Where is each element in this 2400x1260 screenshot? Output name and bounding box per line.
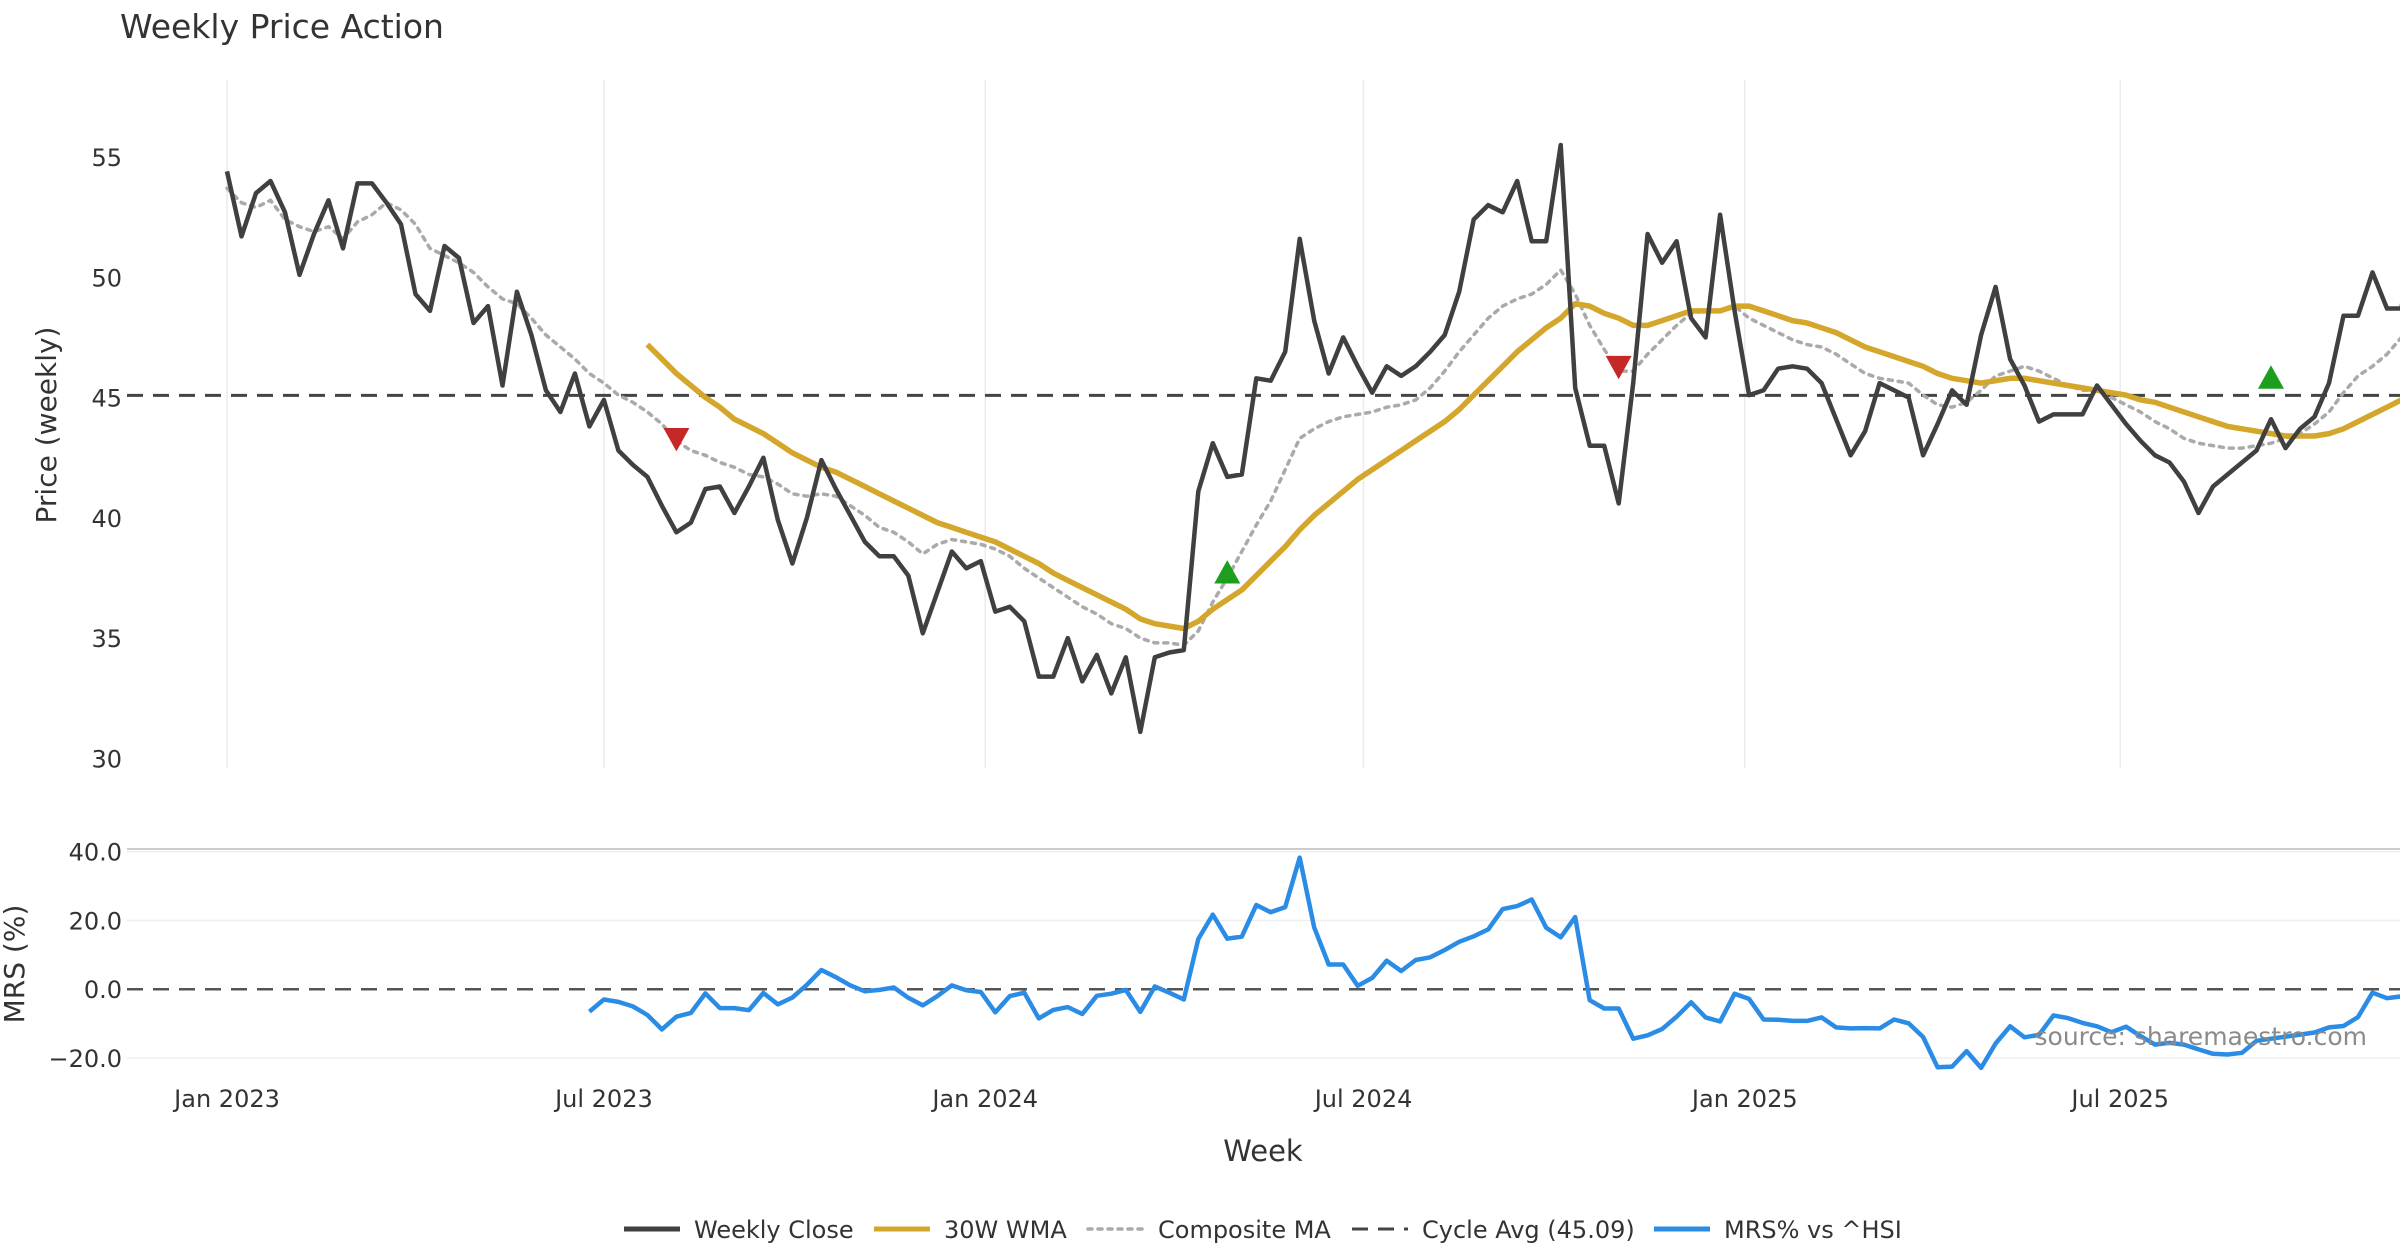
legend-label-30w-wma: 30W WMA bbox=[944, 1216, 1067, 1244]
weekly-close-line bbox=[224, 142, 2400, 735]
composite-ma-line bbox=[225, 186, 2400, 648]
signal-markers bbox=[663, 355, 2284, 584]
legend-label-cycle-avg-45-09: Cycle Avg (45.09) bbox=[1422, 1216, 1635, 1244]
price-y-tick-45: 45 bbox=[91, 385, 122, 413]
legend-label-weekly-close: Weekly Close bbox=[694, 1216, 854, 1244]
sell-signal-marker-1 bbox=[663, 428, 690, 452]
price-y-tick-35: 35 bbox=[91, 625, 122, 653]
price-y-tick-40: 40 bbox=[91, 505, 122, 533]
x-tick-label-jan-2023: Jan 2023 bbox=[172, 1085, 280, 1113]
mrs-line bbox=[587, 855, 2400, 1071]
mrs-y-tick-2: 20.0 bbox=[69, 907, 122, 935]
legend-label-composite-ma: Composite MA bbox=[1158, 1216, 1331, 1244]
legend: Weekly Close 30W WMA Composite MA Cycle Avg… bbox=[624, 1216, 1902, 1244]
x-tick-label-jan-2024: Jan 2024 bbox=[930, 1085, 1038, 1113]
chart-title: Weekly Price Action bbox=[120, 7, 444, 46]
price-y-tick-55: 55 bbox=[91, 144, 122, 172]
x-axis: Jan 2023 Jul 2023 Jan 2024 Jul 2024 Jan 2025… bbox=[172, 1085, 2169, 1113]
mrs-y-tick-1: 0.0 bbox=[84, 976, 122, 1004]
mrs-series-group bbox=[127, 855, 2400, 1071]
price-y-axis: 30 35 40 45 50 55 bbox=[91, 144, 122, 773]
mrs-panel-gridlines bbox=[127, 850, 2400, 1059]
x-tick-label-jul-2024: Jul 2024 bbox=[1313, 1085, 1413, 1113]
source-note: source: sharemaestro.com bbox=[2035, 1022, 2368, 1051]
buy-signal-marker-4 bbox=[2257, 365, 2284, 389]
mrs-y-axis-label: MRS (%) bbox=[0, 905, 31, 1024]
x-tick-label-jan-2025: Jan 2025 bbox=[1690, 1085, 1798, 1113]
price-panel-vertical-gridlines bbox=[226, 80, 2121, 768]
legend-label-mrs-vs-hsi: MRS% vs ^HSI bbox=[1724, 1216, 1902, 1244]
wma-30w-line bbox=[645, 300, 2400, 632]
mrs-y-axis: −20.0 0.0 20.0 40.0 bbox=[48, 839, 122, 1073]
buy-signal-marker-2 bbox=[1214, 560, 1241, 584]
price-y-tick-50: 50 bbox=[91, 264, 122, 292]
price-series-group bbox=[127, 142, 2400, 735]
x-axis-label: Week bbox=[1223, 1134, 1303, 1168]
mrs-panel: −20.0 0.0 20.0 40.0 MRS (%) source: sharema… bbox=[0, 839, 2400, 1073]
sell-signal-marker-3 bbox=[1605, 355, 1632, 380]
price-y-axis-label: Price (weekly) bbox=[30, 327, 63, 524]
x-tick-label-jul-2023: Jul 2023 bbox=[553, 1085, 653, 1113]
mrs-y-tick-0: −20.0 bbox=[48, 1045, 122, 1073]
x-tick-label-jul-2025: Jul 2025 bbox=[2069, 1085, 2169, 1113]
price-y-tick-30: 30 bbox=[91, 745, 122, 773]
price-panel: 30 35 40 45 50 55 Price (weekly) bbox=[30, 80, 2400, 773]
mrs-y-tick-3: 40.0 bbox=[69, 839, 122, 867]
